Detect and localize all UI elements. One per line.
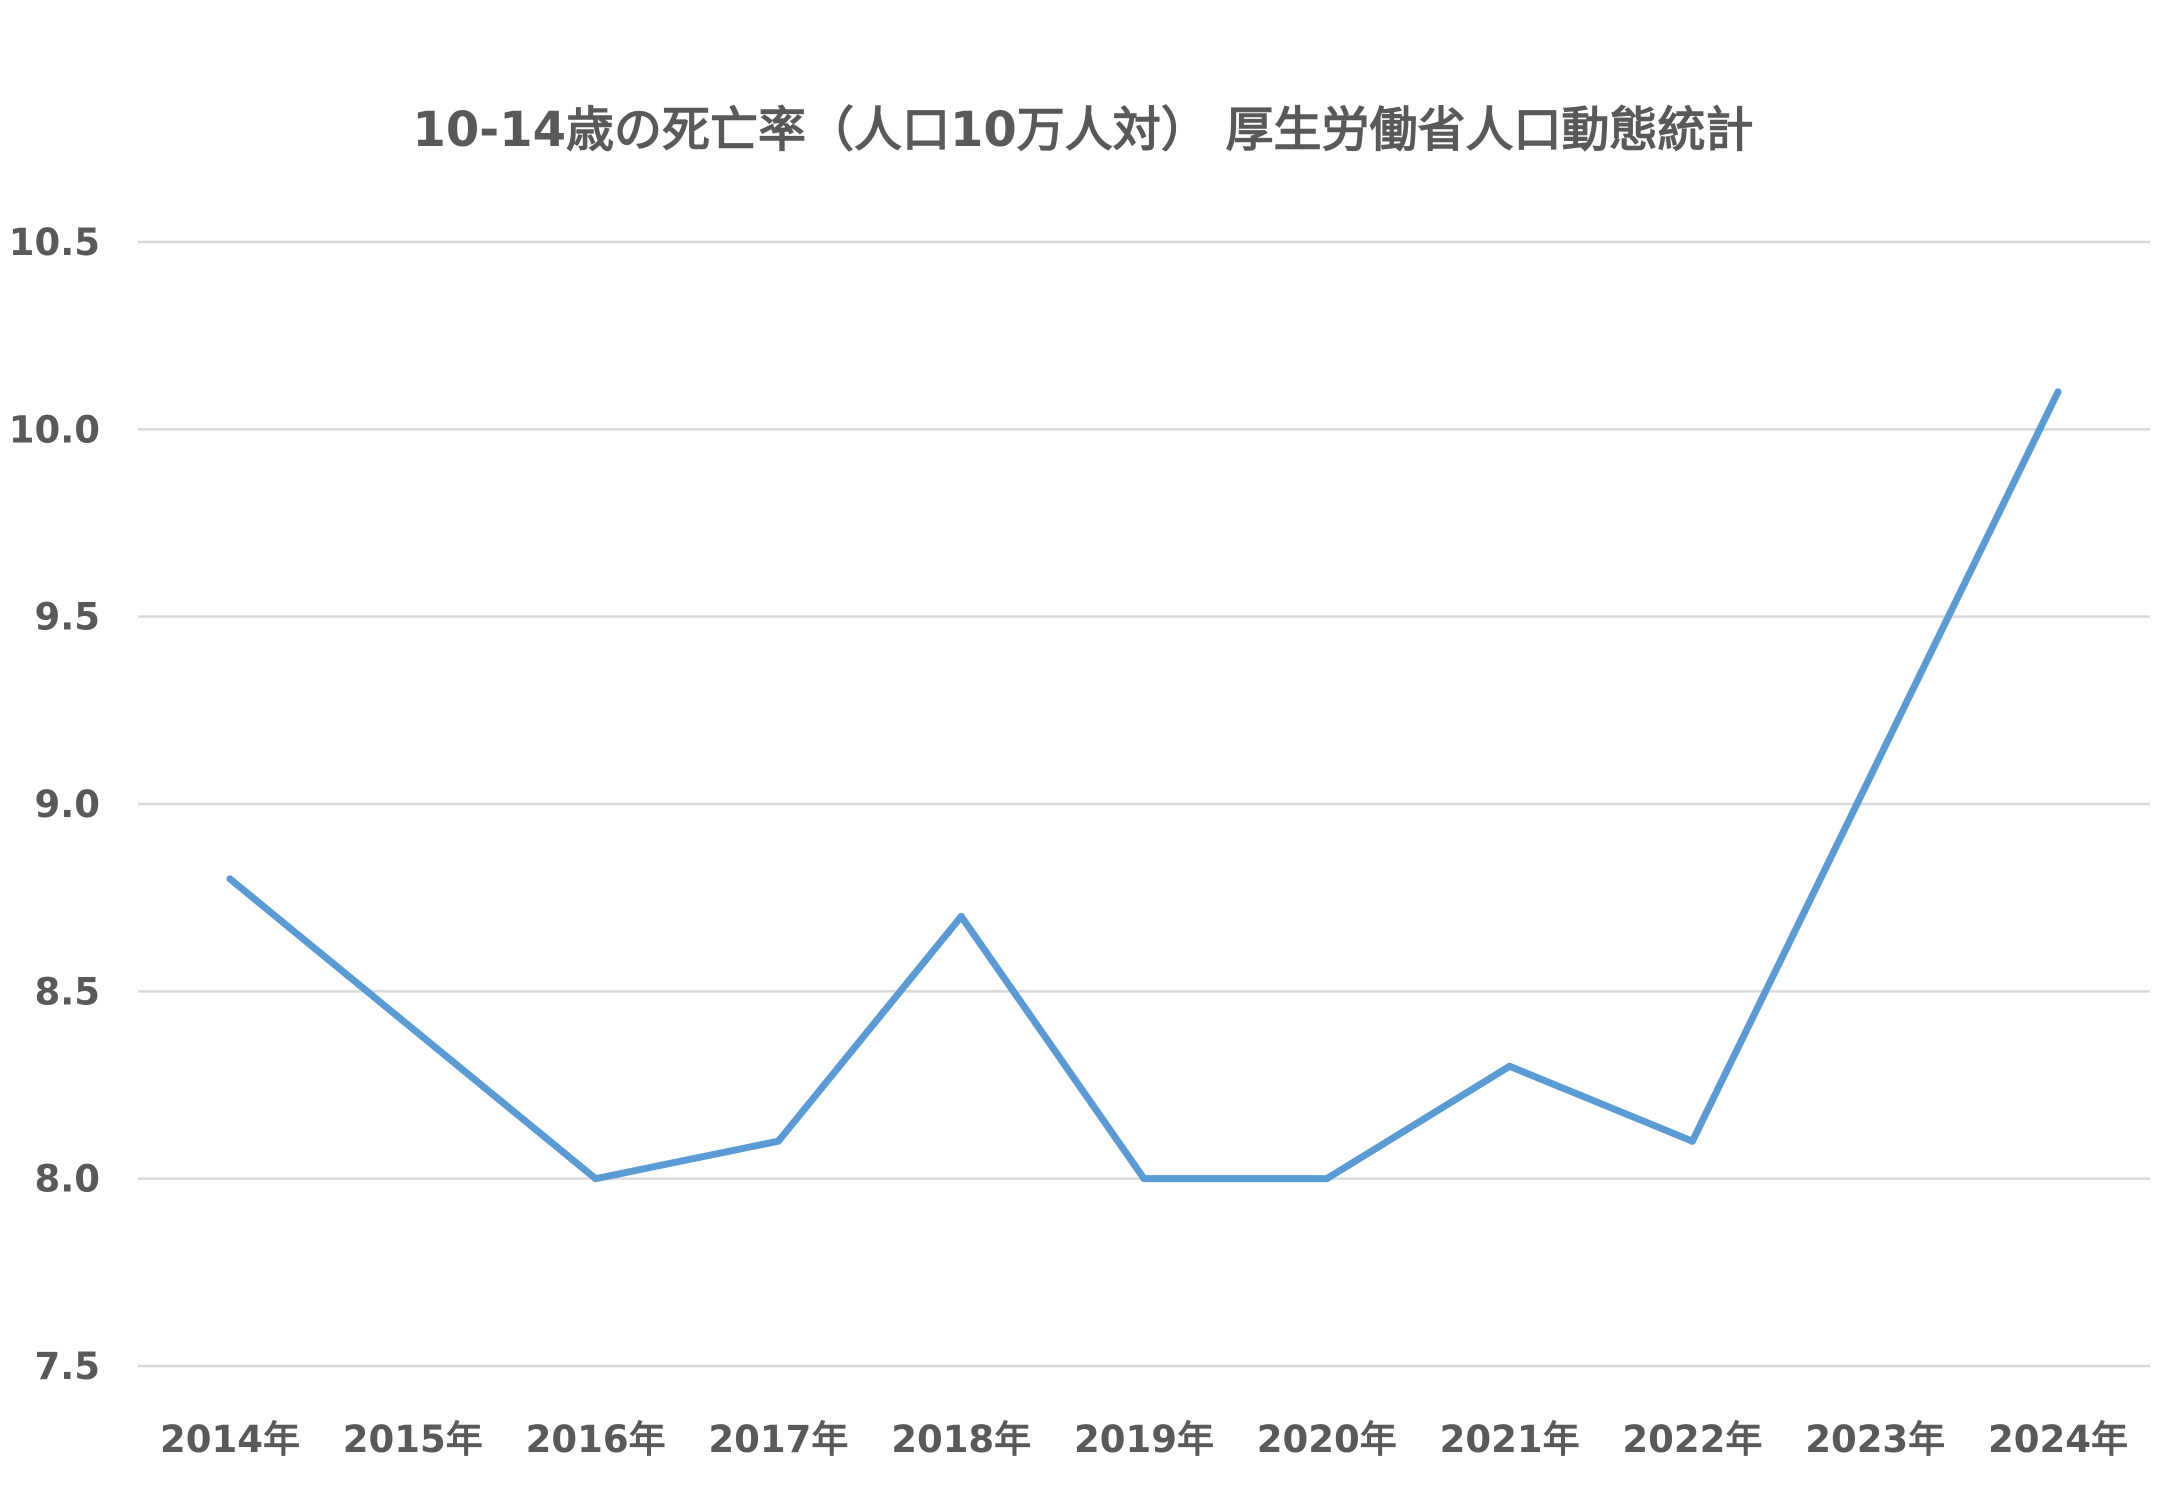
y-axis-ticks: 7.5 8.0 8.5 9.0 9.5 10.0 10.5 [9, 221, 100, 1388]
data-point [1323, 1175, 1331, 1183]
y-tick-label: 8.0 [34, 1158, 100, 1201]
x-tick-label: 2016年 [526, 1418, 666, 1461]
gridlines [138, 240, 2150, 1368]
data-point [409, 1025, 417, 1033]
y-tick-label: 10.0 [9, 408, 100, 451]
data-point [1871, 763, 1879, 771]
y-tick-label: 8.5 [34, 970, 100, 1013]
y-tick-label: 7.5 [34, 1345, 100, 1388]
x-tick-label: 2015年 [343, 1418, 483, 1461]
x-tick-label: 2024年 [1988, 1418, 2128, 1461]
data-point [774, 1137, 782, 1145]
series-layer [226, 388, 2062, 1183]
x-tick-label: 2014年 [160, 1418, 300, 1461]
data-point [226, 875, 234, 883]
x-tick-label: 2023年 [1805, 1418, 1945, 1461]
data-point [957, 912, 965, 920]
y-tick-label: 9.5 [34, 596, 100, 639]
data-point [1140, 1175, 1148, 1183]
x-tick-label: 2021年 [1440, 1418, 1580, 1461]
x-tick-label: 2017年 [708, 1418, 848, 1461]
x-tick-label: 2019年 [1074, 1418, 1214, 1461]
y-tick-label: 9.0 [34, 783, 100, 826]
x-tick-label: 2022年 [1622, 1418, 1762, 1461]
y-tick-label: 10.5 [9, 221, 100, 264]
series-line [226, 388, 2062, 1183]
data-point [2054, 388, 2062, 396]
chart-title: 10-14歳の死亡率（人口10万人対） 厚生労働省人口動態統計 [412, 102, 1753, 158]
data-point [1688, 1137, 1696, 1145]
x-axis-ticks: 2014年 2015年 2016年 2017年 2018年 2019年 2020年 2021年… [160, 1418, 2128, 1461]
x-tick-label: 2020年 [1257, 1418, 1397, 1461]
x-tick-label: 2018年 [891, 1418, 1031, 1461]
data-point [1506, 1062, 1514, 1070]
data-point [592, 1175, 600, 1183]
